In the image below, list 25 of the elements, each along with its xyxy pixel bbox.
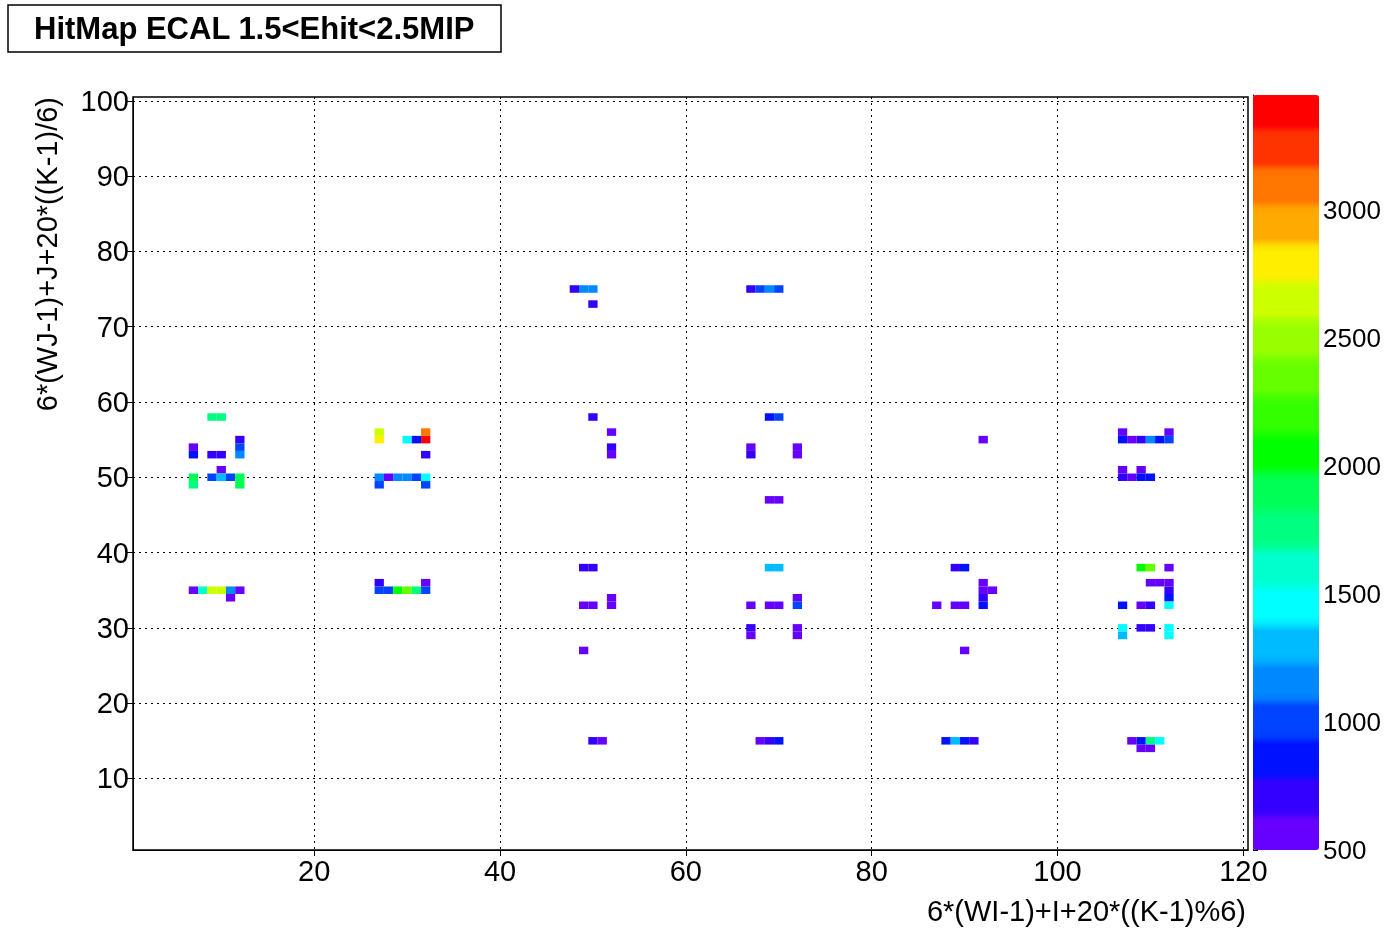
y-tick-label: 100	[80, 84, 129, 117]
y-tick-label: 30	[96, 611, 129, 644]
y-axis-title: 6*(WJ-1)+J+20*((K-1)/6)	[30, 97, 63, 412]
x-tick-label: 40	[483, 854, 517, 887]
y-tick-label: 90	[96, 160, 129, 193]
x-tick-label: 100	[1033, 854, 1082, 887]
x-tick-label: 60	[669, 854, 702, 887]
color-bar-label: 2500	[1323, 323, 1381, 354]
color-bar-label: 2000	[1323, 451, 1381, 482]
x-tick-label: 80	[855, 854, 888, 887]
color-bar-label: 1500	[1323, 579, 1381, 610]
y-tick-label: 50	[96, 461, 129, 494]
color-bar-label: 1000	[1323, 707, 1381, 738]
x-axis-title: 6*(WI-1)+I+20*((K-1)%6)	[926, 894, 1246, 927]
y-tick-label: 60	[96, 385, 129, 418]
y-tick-label: 80	[96, 235, 129, 268]
y-tick-label: 20	[96, 687, 129, 720]
x-tick-label: 120	[1219, 854, 1268, 887]
y-tick-label: 70	[96, 310, 129, 343]
y-tick-label: 40	[96, 536, 129, 569]
color-bar-label: 3000	[1323, 195, 1381, 226]
x-tick-label: 20	[298, 854, 331, 887]
color-bar-label: 500	[1323, 835, 1367, 865]
chart-title: HitMap ECAL 1.5<Ehit<2.5MIP	[34, 11, 475, 46]
y-tick-label: 10	[96, 762, 129, 795]
